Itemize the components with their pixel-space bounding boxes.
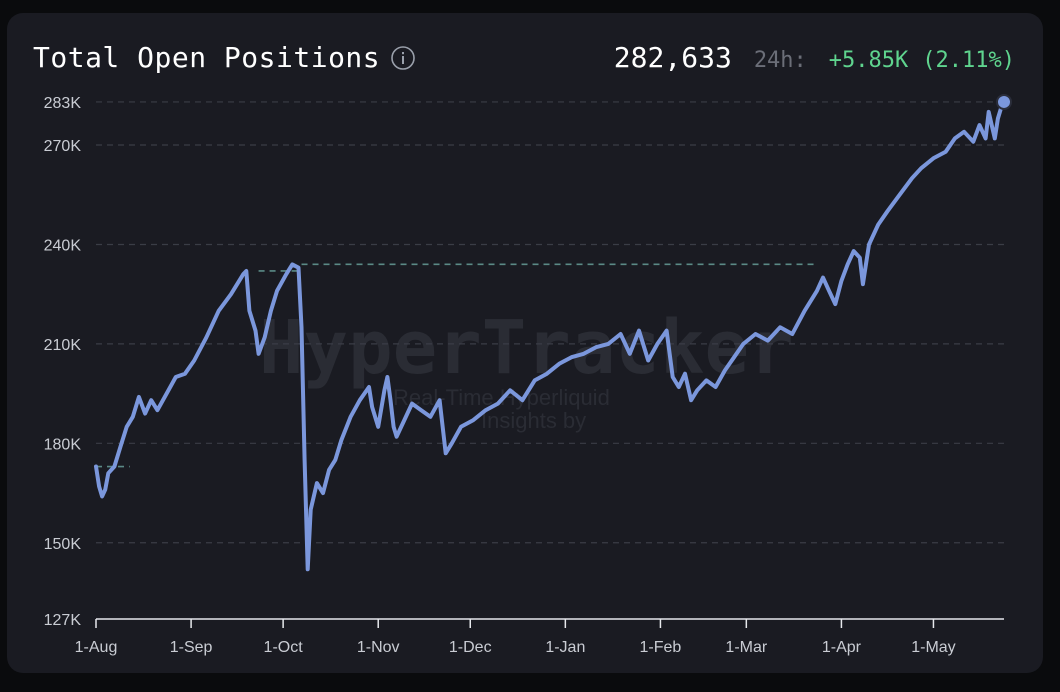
stats-summary: 282,633 24h: +5.85K (2.11%) (614, 41, 1015, 74)
y-tick-label: 240K (44, 237, 82, 254)
total-value: 282,633 (613, 41, 732, 74)
y-tick-label: 283K (44, 95, 82, 112)
x-tick-label: 1-Dec (449, 639, 492, 656)
series-line (94, 99, 1006, 572)
watermark-brand: HyperTracker (259, 305, 794, 391)
x-tick-label: 1-Mar (725, 639, 767, 656)
grid-lines (96, 101, 1004, 544)
period-label: 24h: (753, 48, 807, 73)
x-tick-label: 1-Nov (357, 639, 400, 656)
chart-title: Total Open Positions (33, 41, 381, 74)
y-tick-label: 150K (44, 536, 82, 553)
x-tick-label: 1-Oct (264, 639, 304, 656)
chart-card: HyperTracker Real-Time Hyperliquid Insig… (7, 13, 1043, 673)
y-tick-label: 210K (44, 337, 82, 354)
x-tick-label: 1-Sep (170, 639, 213, 656)
y-tick-label: 270K (44, 138, 82, 155)
last-point-marker (996, 93, 1012, 110)
x-tick-label: 1-Jan (545, 639, 585, 656)
watermark-tagline-2: Insights by (481, 408, 586, 433)
y-tick-label: 180K (44, 436, 82, 453)
change-percent: (2.11%) (922, 48, 1015, 73)
x-tick-label: 1-May (911, 639, 955, 656)
change-absolute: +5.85K (828, 48, 909, 73)
series-layer (94, 93, 1012, 572)
y-axis: 283K 270K 240K 210K 180K 150K 127K (44, 95, 82, 629)
open-positions-chart: HyperTracker Real-Time Hyperliquid Insig… (44, 93, 1012, 656)
info-circle-icon[interactable] (390, 45, 416, 71)
x-tick-label: 1-Aug (75, 639, 118, 656)
title-row: Total Open Positions (33, 41, 416, 74)
y-tick-label: 127K (44, 612, 82, 629)
x-axis: 1-Aug 1-Sep 1-Oct 1-Nov 1-Dec 1-Jan 1-Feb 1-Mar… (75, 618, 1004, 656)
watermark: HyperTracker Real-Time Hyperliquid Insig… (259, 305, 794, 433)
x-tick-label: 1-Feb (640, 639, 682, 656)
x-tick-label: 1-Apr (822, 639, 862, 656)
